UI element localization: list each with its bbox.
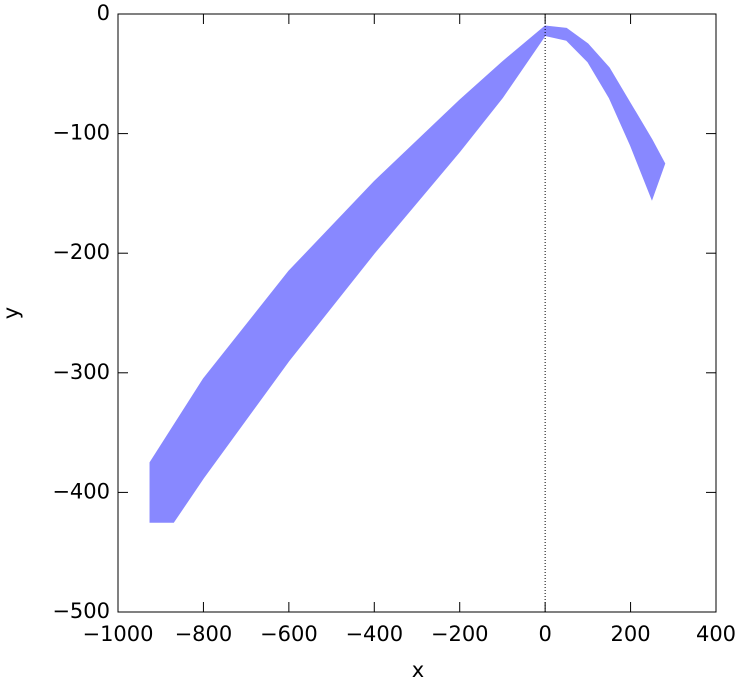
y-tick-label: −100 xyxy=(52,121,110,145)
x-tick-label: −1000 xyxy=(82,622,153,646)
y-tick-label: 0 xyxy=(97,1,110,25)
x-tick-label: 200 xyxy=(611,622,651,646)
x-axis-label: x xyxy=(412,658,424,682)
x-tick-label: −400 xyxy=(345,622,403,646)
y-axis-label: y xyxy=(0,307,23,319)
x-tick-label: −800 xyxy=(175,622,233,646)
x-tick-label: −200 xyxy=(431,622,489,646)
y-tick-label: −400 xyxy=(52,479,110,503)
y-tick-label: −500 xyxy=(52,599,110,623)
y-tick-label: −300 xyxy=(52,360,110,384)
band xyxy=(149,25,666,523)
x-tick-label: 0 xyxy=(538,622,551,646)
x-tick-label: −600 xyxy=(260,622,318,646)
plot-frame xyxy=(117,13,717,613)
y-tick-label: −200 xyxy=(52,240,110,264)
x-tick-label: 400 xyxy=(696,622,736,646)
